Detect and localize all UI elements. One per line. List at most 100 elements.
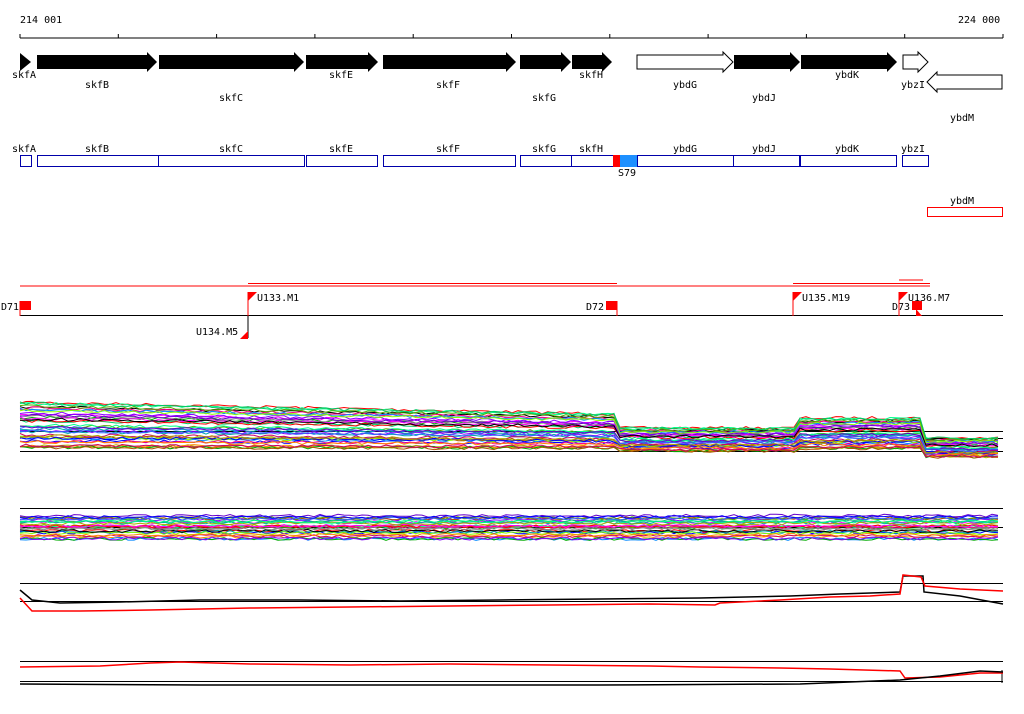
gene-arrow-ybzI[interactable] xyxy=(902,50,929,74)
gene-label: ybzI xyxy=(901,80,925,91)
profile-track-3 xyxy=(19,574,1004,612)
segment-label: ybdG xyxy=(673,144,697,155)
segment-box-skfA[interactable] xyxy=(20,155,32,167)
gene-arrow-ybdM[interactable] xyxy=(926,70,1003,94)
profile-line xyxy=(19,526,999,531)
marker-d72[interactable] xyxy=(606,301,617,310)
gene-track: skfA skfB skfC skfE skfF skfG skfH ybdG … xyxy=(12,50,1003,124)
segment-label: skfH xyxy=(579,144,603,155)
profile-line xyxy=(19,524,999,529)
profile-line xyxy=(19,417,999,448)
gene-label: skfF xyxy=(436,80,460,91)
marker-d73[interactable] xyxy=(912,301,922,310)
marker-label: U136.M7 xyxy=(908,293,950,304)
marker-track: D71 U133.M1 U134.M5 D72 U135.M19 D73 U13… xyxy=(1,279,1003,339)
profile-line xyxy=(19,407,999,444)
gene-arrow-ybdK[interactable] xyxy=(801,52,897,72)
marker-label: D73 xyxy=(892,302,910,313)
segment-box-skfH[interactable] xyxy=(571,155,614,167)
gene-arrow-ybdJ[interactable] xyxy=(734,52,800,72)
gene-label: ybdG xyxy=(673,80,697,91)
profile-track-2 xyxy=(19,508,1003,541)
profile-line xyxy=(19,534,999,539)
segment-box-skfC[interactable] xyxy=(158,155,305,167)
segment-label: skfG xyxy=(532,144,556,155)
segment-label: skfE xyxy=(329,144,353,155)
segment-box-ybdM[interactable] xyxy=(927,207,1003,217)
gene-arrow-skfE[interactable] xyxy=(306,52,378,72)
profile-line xyxy=(19,523,999,528)
profile-line xyxy=(19,413,999,445)
profile-line xyxy=(19,408,999,444)
profile-line xyxy=(19,411,999,445)
profile-line-red xyxy=(19,574,1004,612)
profile-line xyxy=(19,423,999,450)
gene-arrow-skfC[interactable] xyxy=(159,52,304,72)
profile-line xyxy=(19,404,999,442)
profile-line xyxy=(19,429,999,453)
profile-line-red xyxy=(19,661,1003,679)
profile-line xyxy=(19,425,999,451)
profile-line xyxy=(19,528,999,534)
marker-u136[interactable] xyxy=(899,292,908,301)
site-label: S79 xyxy=(618,168,636,179)
profile-line xyxy=(19,416,999,447)
profile-line xyxy=(19,406,999,443)
segment-label: skfF xyxy=(436,144,460,155)
site-marker-blue[interactable] xyxy=(620,155,637,167)
ruler-end-label: 224 000 xyxy=(958,15,1000,26)
segment-box-ybdG[interactable] xyxy=(637,155,734,167)
segment-box-ybdK[interactable] xyxy=(800,155,897,167)
site-marker-red[interactable] xyxy=(613,155,620,167)
profile-line xyxy=(19,433,999,454)
gene-label: skfA xyxy=(12,70,36,81)
gene-label: ybdK xyxy=(835,70,859,81)
profile-line xyxy=(19,536,999,541)
marker-d71[interactable] xyxy=(20,301,31,310)
segment-box-skfB[interactable] xyxy=(37,155,159,167)
profile-line xyxy=(19,419,999,448)
profile-line xyxy=(19,521,999,526)
marker-label: D72 xyxy=(586,302,604,313)
profile-line xyxy=(19,513,999,518)
gene-arrow-skfB[interactable] xyxy=(37,52,157,72)
gene-label: skfH xyxy=(579,70,603,81)
marker-u133[interactable] xyxy=(248,292,257,301)
profile-line xyxy=(19,440,999,457)
gene-arrow-skfH[interactable] xyxy=(572,52,612,72)
marker-u134[interactable] xyxy=(240,331,248,339)
segment-box-ybzI[interactable] xyxy=(902,155,929,167)
marker-label: U134.M5 xyxy=(196,327,238,338)
profile-line xyxy=(19,445,999,459)
profile-line xyxy=(19,436,999,455)
gene-label: skfB xyxy=(85,80,109,91)
profile-line xyxy=(19,515,998,520)
gene-label: skfC xyxy=(219,93,243,104)
profile-line xyxy=(19,536,999,541)
segment-label: skfA xyxy=(12,144,36,155)
gene-label: ybdJ xyxy=(752,93,776,104)
gene-arrow-ybdG[interactable] xyxy=(636,50,734,74)
gene-arrow-skfA[interactable] xyxy=(20,53,31,71)
segment-box-ybdJ[interactable] xyxy=(733,155,800,167)
profile-line xyxy=(19,445,999,459)
segment-box-skfE[interactable] xyxy=(306,155,378,167)
coordinate-ruler: 214 001 224 000 xyxy=(19,15,1004,39)
profile-line xyxy=(19,519,999,524)
segment-box-skfG[interactable] xyxy=(520,155,572,167)
profile-line xyxy=(19,434,999,455)
profile-line-black xyxy=(19,670,1004,686)
segment-label: ybdM xyxy=(950,196,974,207)
segment-box-skfF[interactable] xyxy=(383,155,516,167)
marker-label: D71 xyxy=(1,302,19,313)
gene-arrow-skfG[interactable] xyxy=(520,52,571,72)
profile-line xyxy=(19,516,999,521)
gene-arrow-skfF[interactable] xyxy=(383,52,516,72)
profile-line xyxy=(19,532,999,537)
profile-line xyxy=(19,401,999,441)
marker-u135[interactable] xyxy=(793,292,802,301)
ruler-start-label: 214 001 xyxy=(20,15,62,26)
gene-label: skfG xyxy=(532,93,556,104)
segment-label: skfC xyxy=(219,144,243,155)
profile-line-black xyxy=(19,575,1004,605)
